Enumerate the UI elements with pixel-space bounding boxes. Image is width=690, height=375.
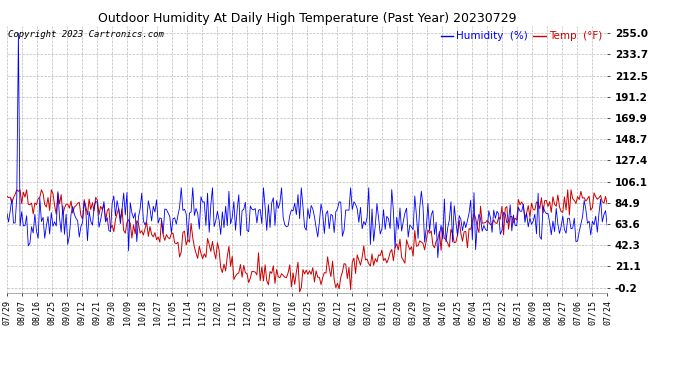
Title: Outdoor Humidity At Daily High Temperature (Past Year) 20230729: Outdoor Humidity At Daily High Temperatu…	[98, 12, 516, 25]
Legend: Humidity  (%), Temp  (°F): Humidity (%), Temp (°F)	[440, 32, 602, 42]
Text: Copyright 2023 Cartronics.com: Copyright 2023 Cartronics.com	[8, 30, 164, 39]
